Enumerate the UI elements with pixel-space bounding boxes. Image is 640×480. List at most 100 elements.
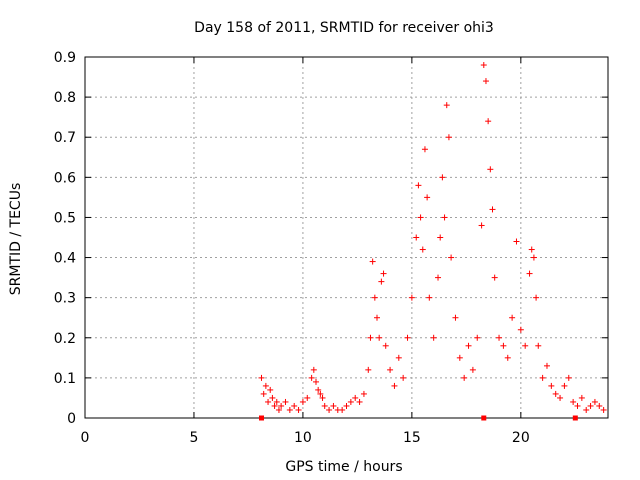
y-tick-label: 0.7	[54, 130, 76, 146]
y-tick-label: 0.6	[54, 170, 76, 186]
data-point	[474, 334, 481, 341]
chart-title: Day 158 of 2011, SRMTID for receiver ohi…	[194, 20, 494, 36]
data-point	[489, 206, 496, 213]
data-point	[600, 406, 607, 413]
y-tick-label: 0.3	[54, 291, 76, 307]
data-point	[347, 398, 354, 405]
data-point	[587, 402, 594, 409]
data-point	[504, 354, 511, 361]
y-tick-label: 0	[67, 411, 76, 427]
data-point	[374, 314, 381, 321]
data-point	[528, 246, 535, 253]
data-point	[360, 390, 367, 397]
data-point	[413, 234, 420, 241]
y-axis-label: SRMTID / TECUs	[8, 183, 24, 296]
data-point	[517, 326, 524, 333]
data-point	[513, 238, 520, 245]
data-point	[461, 374, 468, 381]
data-point	[404, 334, 411, 341]
data-point	[317, 390, 324, 397]
data-point	[456, 354, 463, 361]
data-point	[356, 398, 363, 405]
data-point	[286, 406, 293, 413]
data-point	[557, 394, 564, 401]
data-point	[260, 390, 267, 397]
data-point	[491, 274, 498, 281]
data-point	[548, 382, 555, 389]
data-point	[526, 270, 533, 277]
data-point	[561, 382, 568, 389]
data-point	[376, 334, 383, 341]
y-tick-label: 0.1	[54, 371, 76, 387]
y-tick-label: 0.2	[54, 331, 76, 347]
x-tick-label: 10	[294, 430, 312, 446]
data-point-square	[259, 415, 265, 421]
data-point	[565, 374, 572, 381]
data-point	[533, 294, 540, 301]
data-point	[430, 334, 437, 341]
data-point	[269, 394, 276, 401]
data-point	[485, 118, 492, 125]
data-point	[391, 382, 398, 389]
y-tick-label: 0.5	[54, 210, 76, 226]
data-point	[496, 334, 503, 341]
grid	[85, 57, 608, 418]
data-point	[400, 374, 407, 381]
plot-border	[84, 56, 609, 419]
data-point	[378, 278, 385, 285]
data-point	[509, 314, 516, 321]
data-point	[552, 390, 559, 397]
data-point	[304, 394, 311, 401]
data-point	[543, 362, 550, 369]
data-point	[343, 402, 350, 409]
y-tick-label: 0.8	[54, 90, 76, 106]
data-point	[448, 254, 455, 261]
data-point	[408, 294, 415, 301]
data-point	[482, 78, 489, 85]
data-point	[452, 314, 459, 321]
data-point	[352, 394, 359, 401]
data-point	[308, 374, 315, 381]
x-tick-label: 15	[403, 430, 421, 446]
data-point	[278, 402, 285, 409]
x-axis: 0 5 10 15 20	[81, 57, 530, 446]
data-point	[295, 406, 302, 413]
data-point	[275, 406, 282, 413]
data-point	[271, 402, 278, 409]
y-tick-label: 0.4	[54, 251, 76, 267]
data-point	[583, 406, 590, 413]
plot-frame	[84, 56, 609, 419]
data-point	[369, 258, 376, 265]
data-point	[522, 342, 529, 349]
data-point	[265, 398, 272, 405]
data-point	[330, 402, 337, 409]
x-tick-label: 5	[189, 430, 198, 446]
data-point	[574, 402, 581, 409]
data-point	[591, 398, 598, 405]
data-point	[419, 246, 426, 253]
data-point	[299, 398, 306, 405]
data-point	[421, 146, 428, 153]
x-axis-label: GPS time / hours	[285, 459, 402, 475]
data-point	[424, 194, 431, 201]
data-point	[570, 398, 577, 405]
data-point	[282, 398, 289, 405]
data-point	[578, 394, 585, 401]
x-tick-label: 20	[512, 430, 530, 446]
data-point	[291, 402, 298, 409]
data-point	[478, 222, 485, 229]
data-point	[315, 386, 322, 393]
data-point	[321, 402, 328, 409]
data-point	[439, 174, 446, 181]
data-point	[258, 374, 265, 381]
data-point	[367, 334, 374, 341]
data-point-square	[572, 415, 578, 421]
data-point	[465, 342, 472, 349]
data-point	[339, 406, 346, 413]
data-point	[387, 366, 394, 373]
data-point-square	[481, 415, 487, 421]
data-point	[480, 62, 487, 69]
data-points	[258, 62, 607, 421]
data-point	[417, 214, 424, 221]
